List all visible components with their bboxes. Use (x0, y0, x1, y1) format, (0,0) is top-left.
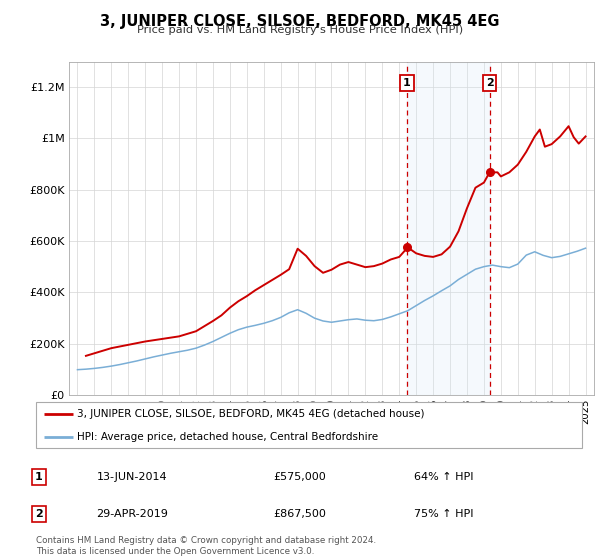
Text: 75% ↑ HPI: 75% ↑ HPI (414, 509, 474, 519)
Text: 13-JUN-2014: 13-JUN-2014 (97, 472, 167, 482)
Text: HPI: Average price, detached house, Central Bedfordshire: HPI: Average price, detached house, Cent… (77, 432, 378, 441)
Text: 2: 2 (485, 78, 493, 88)
Text: 2: 2 (35, 509, 43, 519)
Text: £867,500: £867,500 (274, 509, 326, 519)
FancyBboxPatch shape (36, 402, 582, 448)
Text: £575,000: £575,000 (274, 472, 326, 482)
Text: 1: 1 (35, 472, 43, 482)
Text: Contains HM Land Registry data © Crown copyright and database right 2024.
This d: Contains HM Land Registry data © Crown c… (36, 536, 376, 556)
Text: 3, JUNIPER CLOSE, SILSOE, BEDFORD, MK45 4EG (detached house): 3, JUNIPER CLOSE, SILSOE, BEDFORD, MK45 … (77, 409, 424, 418)
Text: 64% ↑ HPI: 64% ↑ HPI (414, 472, 474, 482)
Text: 29-APR-2019: 29-APR-2019 (96, 509, 168, 519)
Text: Price paid vs. HM Land Registry's House Price Index (HPI): Price paid vs. HM Land Registry's House … (137, 25, 463, 35)
Text: 1: 1 (403, 78, 411, 88)
Bar (407, 62, 490, 395)
Text: 3, JUNIPER CLOSE, SILSOE, BEDFORD, MK45 4EG: 3, JUNIPER CLOSE, SILSOE, BEDFORD, MK45 … (100, 14, 500, 29)
